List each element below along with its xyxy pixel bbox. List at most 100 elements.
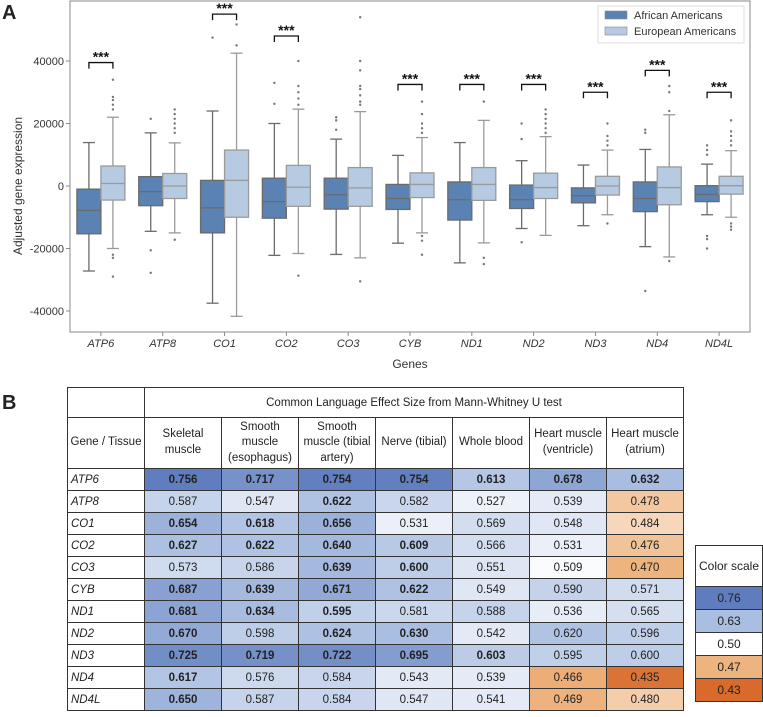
outlier-point bbox=[420, 122, 424, 125]
outlier-point bbox=[705, 153, 709, 156]
gene-name-cell: ND1 bbox=[67, 600, 145, 623]
effect-size-cell: 0.595 bbox=[298, 600, 376, 623]
effect-size-cell: 0.566 bbox=[452, 534, 530, 557]
outlier-point bbox=[235, 23, 238, 26]
table-title-row: Common Language Effect Size from Mann-Wh… bbox=[67, 387, 684, 418]
outlier-point bbox=[297, 274, 300, 277]
outlier-point bbox=[482, 256, 486, 260]
box-ND3-african bbox=[570, 164, 597, 227]
effect-size-cell: 0.639 bbox=[221, 578, 299, 601]
effect-size-cell: 0.609 bbox=[375, 534, 453, 557]
table-row: ATP6 0.756 0.717 0.754 0.754 0.613 0.678 0.632 bbox=[67, 468, 684, 491]
color-scale-swatch: 0.47 bbox=[695, 655, 763, 679]
effect-size-cell: 0.639 bbox=[298, 556, 376, 579]
significance-stars: *** bbox=[525, 70, 542, 86]
outlier-point bbox=[358, 87, 362, 91]
effect-size-cell: 0.531 bbox=[375, 512, 453, 535]
effect-size-cell: 0.596 bbox=[606, 622, 684, 645]
box-CYB-european bbox=[409, 100, 435, 256]
effect-size-cell: 0.695 bbox=[375, 644, 453, 667]
box-ND3-european bbox=[594, 122, 621, 225]
column-header: Smooth muscle (tibial artery) bbox=[298, 417, 376, 469]
outlier-point bbox=[544, 108, 547, 111]
table-row: ND4L 0.650 0.587 0.584 0.547 0.541 0.469 0.480 bbox=[67, 688, 684, 711]
outlier-point bbox=[520, 241, 523, 244]
outlier-point bbox=[482, 262, 486, 266]
effect-size-cell: 0.719 bbox=[221, 644, 299, 667]
outlier-point bbox=[334, 119, 338, 122]
outlier-point bbox=[544, 131, 547, 135]
effect-size-cell: 0.622 bbox=[375, 578, 453, 601]
color-scale-swatch: 0.76 bbox=[695, 586, 763, 610]
color-scale-title: Color scale bbox=[695, 545, 763, 587]
outlier-point bbox=[111, 256, 115, 260]
box-ND2-european bbox=[532, 108, 559, 237]
effect-size-cell: 0.613 bbox=[452, 468, 530, 491]
outlier-point bbox=[297, 97, 300, 100]
outlier-point bbox=[668, 91, 671, 94]
outlier-point bbox=[420, 112, 424, 116]
legend-label: European Americans bbox=[634, 26, 737, 38]
effect-size-cell: 0.582 bbox=[375, 490, 453, 513]
effect-size-cell: 0.590 bbox=[529, 578, 607, 601]
effect-size-cell: 0.548 bbox=[529, 512, 607, 535]
outlier-point bbox=[420, 239, 424, 242]
iqr-box bbox=[447, 181, 473, 221]
x-tick-label: CO1 bbox=[213, 338, 236, 350]
effect-size-cell: 0.600 bbox=[375, 556, 453, 579]
outlier-point bbox=[111, 95, 115, 99]
outlier-point bbox=[544, 117, 547, 121]
empty-corner-cell bbox=[67, 387, 145, 418]
significance-stars: *** bbox=[464, 70, 481, 86]
outlier-point bbox=[644, 289, 647, 293]
table-row: CYB 0.687 0.639 0.671 0.622 0.549 0.590 0.571 bbox=[67, 578, 684, 601]
box-CO1-african bbox=[199, 36, 226, 304]
significance-stars: *** bbox=[278, 22, 295, 38]
outlier-point bbox=[173, 117, 176, 121]
outlier-point bbox=[705, 237, 709, 241]
gene-name-cell: ND4 bbox=[67, 666, 145, 689]
effect-size-cell: 0.584 bbox=[298, 688, 376, 711]
color-scale-legend: Color scale 0.76 0.63 0.50 0.47 0.43 bbox=[695, 545, 763, 702]
y-tick-label: 40000 bbox=[33, 56, 64, 68]
outlier-point bbox=[173, 126, 176, 130]
significance-bracket bbox=[273, 35, 300, 42]
outlier-point bbox=[606, 222, 609, 225]
box-CO1-european bbox=[223, 23, 250, 317]
effect-size-cell: 0.542 bbox=[452, 622, 530, 645]
effect-size-cell: 0.480 bbox=[606, 688, 684, 711]
outlier-point bbox=[149, 117, 152, 121]
outlier-point bbox=[420, 253, 424, 256]
box-ATP8-european bbox=[162, 108, 188, 241]
iqr-box bbox=[409, 172, 435, 199]
outlier-point bbox=[644, 131, 647, 135]
boxplot-chart: -40000 -20000 0 20000 40000 Adjusted gene exp… bbox=[11, 0, 751, 371]
box-CO2-european bbox=[285, 59, 312, 277]
panel-b-label: B bbox=[2, 392, 17, 414]
effect-size-cell: 0.476 bbox=[606, 534, 684, 557]
outlier-point bbox=[705, 144, 709, 147]
effect-size-cell: 0.466 bbox=[529, 666, 607, 689]
gene-name-cell: CYB bbox=[67, 578, 145, 601]
iqr-box bbox=[223, 149, 250, 218]
outlier-point bbox=[729, 139, 733, 142]
iqr-box bbox=[694, 185, 720, 203]
outlier-point bbox=[729, 119, 733, 122]
effect-size-cell: 0.687 bbox=[144, 578, 222, 601]
effect-size-cell: 0.624 bbox=[298, 622, 376, 645]
effect-size-cell: 0.478 bbox=[606, 490, 684, 513]
effect-size-cell: 0.670 bbox=[144, 622, 222, 645]
outlier-point bbox=[520, 122, 523, 125]
outlier-point bbox=[297, 59, 300, 63]
effect-size-cell: 0.539 bbox=[529, 490, 607, 513]
box-ND4L-european bbox=[718, 119, 744, 231]
x-tick-label: CYB bbox=[399, 338, 422, 350]
outlier-point bbox=[297, 84, 300, 88]
significance-stars: *** bbox=[93, 49, 110, 65]
outlier-point bbox=[705, 247, 709, 250]
outlier-point bbox=[173, 238, 176, 241]
effect-size-cell: 0.509 bbox=[529, 556, 607, 579]
effect-size-cell: 0.587 bbox=[144, 490, 222, 513]
outlier-point bbox=[273, 81, 276, 85]
gene-name-cell: ATP8 bbox=[67, 490, 145, 513]
